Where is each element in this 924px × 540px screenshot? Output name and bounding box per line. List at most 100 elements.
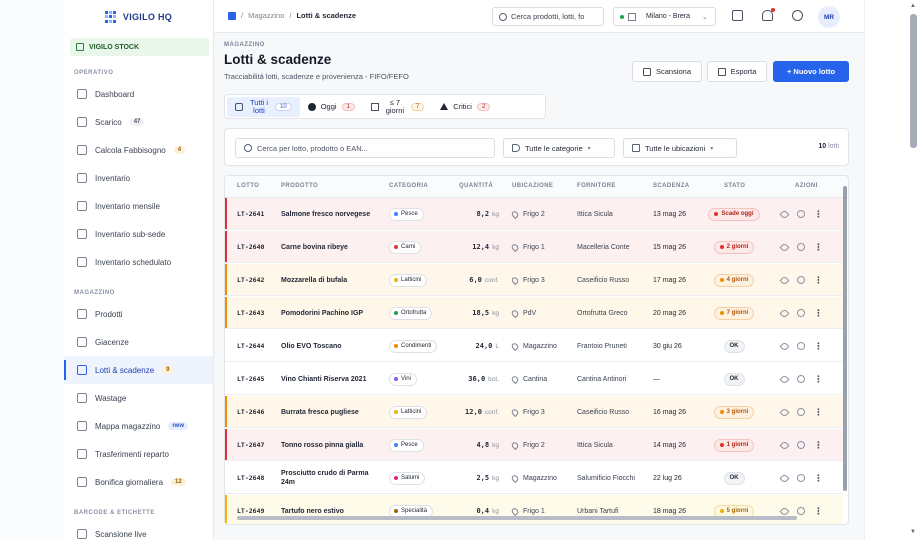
supplier-name: Cantina Antinori	[577, 375, 627, 383]
product-name[interactable]: Olio EVO Toscano	[281, 342, 342, 350]
category-label: Pesce	[401, 441, 418, 448]
scroll-down-arrow-icon[interactable]: ▼	[910, 529, 916, 535]
table-row[interactable]: LT-2643 Pomodorini Pachino IGP Ortofrutta 1…	[225, 297, 843, 329]
more-vertical-icon[interactable]: ⋮	[814, 242, 823, 252]
more-vertical-icon[interactable]: ⋮	[814, 275, 823, 285]
sidebar-item-inventario-schedulato[interactable]: Inventario schedulato	[64, 248, 213, 276]
upload-circle-icon[interactable]	[797, 276, 805, 284]
eye-icon[interactable]	[779, 242, 790, 252]
user-avatar[interactable]: MR	[818, 6, 840, 28]
sidebar-item-prodotti[interactable]: Prodotti	[64, 300, 213, 328]
lot-count-label: lotti	[828, 143, 839, 150]
eye-icon[interactable]	[779, 506, 790, 516]
product-name[interactable]: Tartufo nero estivo	[281, 507, 344, 515]
page-scrollbar[interactable]	[910, 14, 917, 148]
sidebar-item-trasferimenti-reparto[interactable]: Trasferimenti reparto	[64, 440, 213, 468]
tab-today[interactable]: Oggi 1	[300, 97, 363, 117]
sidebar-item-mappa-magazzino[interactable]: Mappa magazzino new	[64, 412, 213, 440]
status-dot-icon	[719, 509, 724, 513]
upload-circle-icon[interactable]	[797, 243, 805, 251]
tab-week[interactable]: ≤ 7 giorni 7	[363, 97, 432, 117]
global-search-input[interactable]: Cerca prodotti, lotti, fo	[492, 7, 604, 26]
lot-code: LT-2646	[237, 407, 265, 416]
more-vertical-icon[interactable]: ⋮	[814, 473, 823, 483]
upload-circle-icon[interactable]	[797, 441, 805, 449]
eye-icon[interactable]	[779, 473, 790, 483]
upload-circle-icon[interactable]	[797, 210, 805, 218]
upload-circle-icon[interactable]	[797, 507, 805, 515]
tab-all[interactable]: Tutti i lotti 10	[227, 96, 300, 117]
more-vertical-icon[interactable]: ⋮	[814, 440, 823, 450]
table-row[interactable]: LT-2647 Tonno rosso pinna gialla Pesce 4,8 k…	[225, 429, 843, 461]
product-name[interactable]: Burrata fresca pugliese	[281, 408, 359, 416]
more-vertical-icon[interactable]: ⋮	[814, 209, 823, 219]
sidebar-item-inventario[interactable]: Inventario	[64, 164, 213, 192]
bell-icon[interactable]	[762, 8, 775, 21]
table-horizontal-scrollbar[interactable]	[231, 516, 837, 521]
sidebar-item-inventario-sub-sede[interactable]: Inventario sub-sede	[64, 220, 213, 248]
sidebar-item-scarico[interactable]: Scarico 47	[64, 108, 213, 136]
more-vertical-icon[interactable]: ⋮	[814, 407, 823, 417]
sidebar-item-calcola-fabbisogno[interactable]: Calcola Fabbisogno 4	[64, 136, 213, 164]
table-vertical-scrollbar[interactable]	[843, 186, 848, 506]
store-selector[interactable]: VIGILO STOCK	[70, 38, 209, 56]
eye-icon[interactable]	[779, 308, 790, 318]
eye-icon[interactable]	[779, 440, 790, 450]
product-name[interactable]: Salmone fresco norvegese	[281, 210, 371, 218]
sidebar-item-label: Wastage	[95, 393, 127, 403]
product-name[interactable]: Carne bovina ribeye	[281, 243, 348, 251]
tab-critical[interactable]: Critici 2	[432, 97, 498, 117]
product-name[interactable]: Mozzarella di bufala	[281, 276, 348, 284]
upload-circle-icon[interactable]	[797, 309, 805, 317]
location-selector[interactable]: Milano - Brera ⌄	[613, 7, 716, 26]
help-icon[interactable]	[792, 10, 803, 21]
upload-circle-icon[interactable]	[797, 342, 805, 350]
scroll-up-arrow-icon[interactable]: ▲	[910, 3, 916, 9]
location-select[interactable]: Tutte le ubicazioni ▾	[623, 138, 737, 158]
brand-logo[interactable]: VIGILO HQ	[64, 0, 213, 34]
table-row[interactable]: LT-2644 Olio EVO Toscano Condimenti 24,0 L Ma…	[225, 330, 843, 362]
sidebar-item-lotti-scadenze[interactable]: Lotti & scadenze 9	[64, 356, 213, 384]
category-badge: Ortofrutta	[389, 306, 433, 320]
new-lot-button[interactable]: + Nuovo lotto	[773, 61, 849, 82]
table-row[interactable]: LT-2642 Mozzarella di bufala Latticini 6,0 c…	[225, 264, 843, 296]
sidebar-item-bonifica-giornaliera[interactable]: Bonifica giornaliera 12	[64, 468, 213, 496]
eye-icon[interactable]	[779, 374, 790, 384]
more-vertical-icon[interactable]: ⋮	[814, 374, 823, 384]
scroll-thumb[interactable]	[843, 186, 847, 491]
table-row[interactable]: LT-2646 Burrata fresca pugliese Latticini 1…	[225, 396, 843, 428]
eye-icon[interactable]	[779, 275, 790, 285]
eye-icon[interactable]	[779, 209, 790, 219]
product-name[interactable]: Tonno rosso pinna gialla	[281, 441, 364, 449]
sidebar-item-inventario-mensile[interactable]: Inventario mensile	[64, 192, 213, 220]
more-vertical-icon[interactable]: ⋮	[814, 308, 823, 318]
table-row[interactable]: LT-2648 Prosciutto crudo di Parma 24m Salu…	[225, 462, 843, 494]
product-name[interactable]: Pomodorini Pachino IGP	[281, 309, 364, 317]
product-name[interactable]: Vino Chianti Riserva 2021	[281, 375, 367, 383]
lot-search-input[interactable]: Cerca per lotto, prodotto o EAN...	[235, 138, 495, 158]
table-row[interactable]: LT-2645 Vino Chianti Riserva 2021 Vini 36,0…	[225, 363, 843, 395]
upload-circle-icon[interactable]	[797, 375, 805, 383]
home-icon[interactable]	[228, 11, 236, 20]
status-label: 5 giorni	[726, 507, 749, 514]
category-select[interactable]: Tutte le categorie ▾	[503, 138, 615, 158]
scan-button[interactable]: Scansiona	[632, 61, 702, 82]
eye-icon[interactable]	[779, 407, 790, 417]
export-button[interactable]: Esporta	[707, 61, 767, 82]
upload-circle-icon[interactable]	[797, 408, 805, 416]
sidebar-item-wastage[interactable]: Wastage	[64, 384, 213, 412]
sidebar-item-giacenze[interactable]: Giacenze	[64, 328, 213, 356]
product-name[interactable]: Prosciutto crudo di Parma 24m	[281, 470, 369, 486]
more-vertical-icon[interactable]: ⋮	[814, 506, 823, 516]
eye-icon[interactable]	[779, 341, 790, 351]
scan-barcode-icon[interactable]	[732, 10, 743, 21]
breadcrumb-magazzino[interactable]: Magazzino	[248, 11, 285, 20]
sidebar-item-dashboard[interactable]: Dashboard	[64, 80, 213, 108]
table-row[interactable]: LT-2641 Salmone fresco norvegese Pesce 8,2 k…	[225, 198, 843, 230]
more-vertical-icon[interactable]: ⋮	[814, 341, 823, 351]
sidebar-item-scansione-live[interactable]: Scansione live	[64, 520, 213, 540]
status-cell: OK	[701, 462, 767, 494]
table-row[interactable]: LT-2640 Carne bovina ribeye Carni 12,4 kg Fri…	[225, 231, 843, 263]
upload-circle-icon[interactable]	[797, 474, 805, 482]
scroll-thumb[interactable]	[237, 516, 797, 520]
